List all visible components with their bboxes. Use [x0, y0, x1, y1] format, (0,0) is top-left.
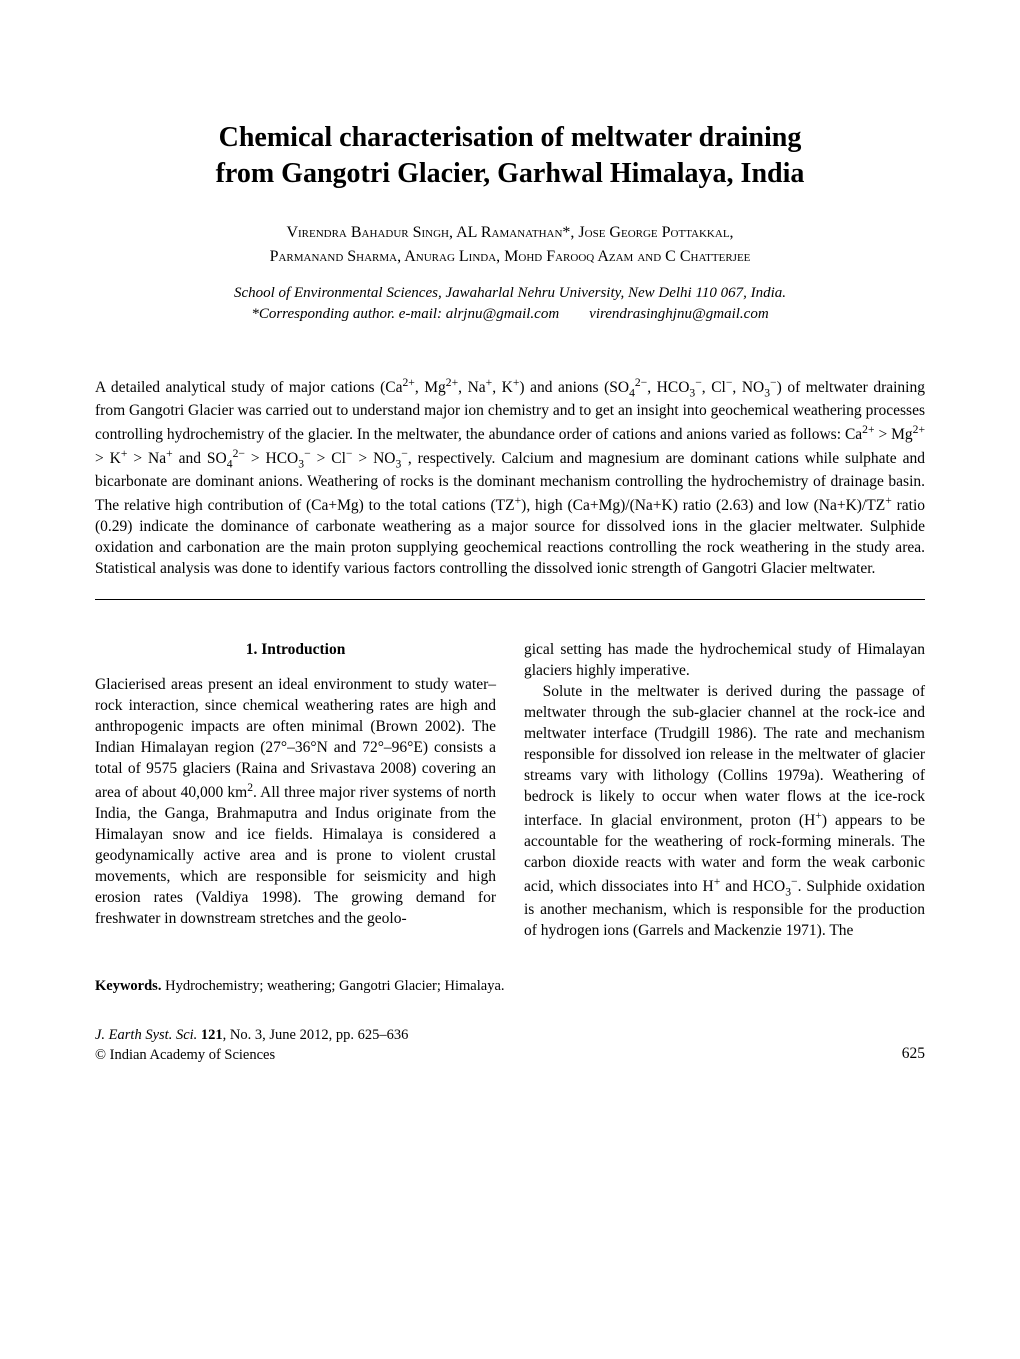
- journal-name: J. Earth Syst. Sci.: [95, 1027, 197, 1043]
- right-column: gical setting has made the hydrochemical…: [524, 640, 925, 941]
- body-columns: 1. Introduction Glacierised areas presen…: [95, 640, 925, 941]
- intro-paragraph-1: Glacierised areas present an ideal envir…: [95, 675, 496, 929]
- journal-issue-pages: , No. 3, June 2012, pp. 625–636: [223, 1027, 409, 1043]
- page-number: 625: [902, 1043, 925, 1065]
- authors-block: Virendra Bahadur Singh, AL Ramanathan*, …: [95, 221, 925, 269]
- page-footer: J. Earth Syst. Sci. 121, No. 3, June 201…: [95, 1025, 925, 1066]
- footer-left: J. Earth Syst. Sci. 121, No. 3, June 201…: [95, 1025, 902, 1066]
- title-line-1: Chemical characterisation of meltwater d…: [219, 122, 802, 153]
- authors-line-1: Virendra Bahadur Singh, AL Ramanathan*, …: [286, 224, 733, 241]
- intro-paragraph-1-cont: gical setting has made the hydrochemical…: [524, 640, 925, 682]
- divider-rule: [95, 599, 925, 600]
- paper-title: Chemical characterisation of meltwater d…: [95, 120, 925, 193]
- intro-paragraph-2: Solute in the meltwater is derived durin…: [524, 682, 925, 941]
- abstract-text: A detailed analytical study of major cat…: [95, 375, 925, 580]
- corresponding-email-2: virendrasinghjnu@gmail.com: [589, 306, 768, 322]
- email-spacer: [559, 306, 589, 322]
- journal-citation: J. Earth Syst. Sci. 121, No. 3, June 201…: [95, 1025, 902, 1045]
- journal-volume: 121: [201, 1027, 223, 1043]
- keywords-label: Keywords.: [95, 978, 161, 994]
- section-1-heading: 1. Introduction: [95, 640, 496, 661]
- affiliation-line-1: School of Environmental Sciences, Jawaha…: [234, 285, 786, 301]
- copyright-line: © Indian Academy of Sciences: [95, 1045, 902, 1065]
- affiliation-block: School of Environmental Sciences, Jawaha…: [95, 283, 925, 325]
- corresponding-prefix: *Corresponding author. e-mail:: [251, 306, 445, 322]
- authors-line-2: Parmanand Sharma, Anurag Linda, Mohd Far…: [270, 248, 751, 265]
- keywords-line: Keywords. Hydrochemistry; weathering; Ga…: [95, 978, 925, 995]
- title-line-2: from Gangotri Glacier, Garhwal Himalaya,…: [216, 158, 805, 189]
- corresponding-email-1: alrjnu@gmail.com: [446, 306, 559, 322]
- left-column: 1. Introduction Glacierised areas presen…: [95, 640, 496, 941]
- keywords-text: Hydrochemistry; weathering; Gangotri Gla…: [161, 978, 504, 994]
